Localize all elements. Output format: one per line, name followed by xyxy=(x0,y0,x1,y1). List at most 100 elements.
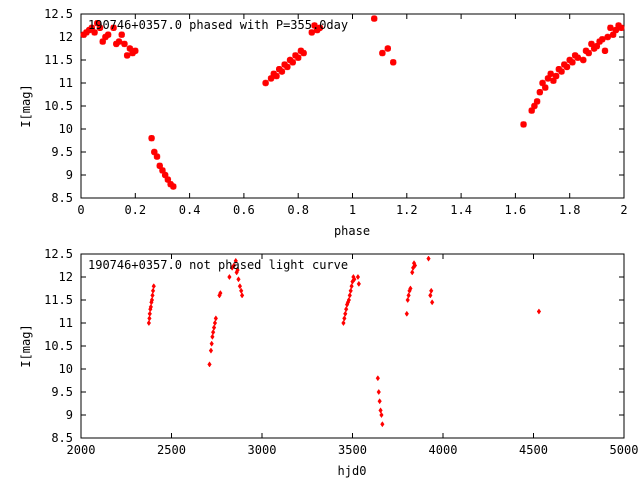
data-points xyxy=(146,255,542,428)
data-point xyxy=(83,29,90,36)
data-point xyxy=(428,292,433,299)
data-point xyxy=(235,267,240,274)
data-point xyxy=(126,45,134,52)
data-point xyxy=(167,181,174,188)
x-tick-label: 0.2 xyxy=(124,203,146,217)
y-tick-label: 12.5 xyxy=(44,247,73,261)
data-point xyxy=(150,292,155,299)
data-point xyxy=(314,26,321,34)
data-point xyxy=(612,26,620,34)
data-point xyxy=(585,49,592,57)
data-point xyxy=(281,61,288,68)
data-point xyxy=(601,47,609,54)
y-axis-label: I[mag] xyxy=(19,84,33,127)
data-point xyxy=(170,183,177,190)
data-point xyxy=(352,276,357,283)
data-point xyxy=(596,38,603,45)
data-point xyxy=(552,72,560,80)
data-point xyxy=(604,33,611,41)
data-point xyxy=(379,411,384,419)
data-point xyxy=(542,84,549,91)
x-tick-label: 0.6 xyxy=(233,203,255,217)
data-point xyxy=(408,285,413,292)
data-point xyxy=(148,135,155,142)
data-point xyxy=(355,273,361,281)
data-point xyxy=(227,273,232,281)
data-point xyxy=(211,329,216,336)
data-point xyxy=(618,24,625,31)
data-point xyxy=(356,280,361,287)
y-tick-label: 11.5 xyxy=(44,293,73,307)
data-point xyxy=(231,262,237,269)
data-point xyxy=(582,47,590,54)
data-point xyxy=(96,24,104,31)
data-point xyxy=(284,63,291,71)
data-point xyxy=(569,59,576,66)
data-point xyxy=(151,148,158,156)
y-tick-labels: 8.5 9 9.5 10 10.5 11 11.5 12 12.5 xyxy=(44,247,73,445)
x-tick-label: 3500 xyxy=(338,443,367,457)
y-tick-label: 12.5 xyxy=(44,7,73,21)
data-point xyxy=(375,375,380,382)
y-tick-label: 10 xyxy=(59,122,73,136)
ticks xyxy=(80,253,625,439)
y-tick-label: 10 xyxy=(59,362,73,376)
data-point xyxy=(262,79,269,87)
data-point xyxy=(341,319,346,327)
y-tick-label: 11 xyxy=(59,316,73,330)
y-tick-label: 11 xyxy=(59,76,73,90)
x-tick-label: 3000 xyxy=(248,443,277,457)
data-point xyxy=(286,56,294,64)
data-points xyxy=(80,15,625,190)
x-tick-label: 1.2 xyxy=(396,203,418,217)
data-point xyxy=(348,287,353,294)
x-tick-label: 1.6 xyxy=(505,203,527,217)
data-point xyxy=(590,45,598,52)
data-point xyxy=(156,162,163,169)
data-point xyxy=(609,31,617,38)
y-tick-label: 9 xyxy=(66,168,73,182)
data-point xyxy=(209,340,214,347)
data-point xyxy=(149,296,155,304)
data-point xyxy=(371,15,378,22)
y-tick-label: 12 xyxy=(59,30,73,44)
data-point xyxy=(147,310,152,317)
data-point xyxy=(379,49,386,57)
data-point xyxy=(211,324,217,331)
data-point xyxy=(102,33,109,41)
x-tick-label: 2000 xyxy=(67,443,96,457)
y-tick-label: 8.5 xyxy=(51,191,73,205)
data-point xyxy=(376,388,381,396)
data-point xyxy=(536,89,544,96)
data-point xyxy=(113,40,120,48)
data-point xyxy=(580,56,587,64)
data-point xyxy=(161,171,169,179)
data-point xyxy=(412,262,418,269)
data-point xyxy=(118,31,125,38)
data-point xyxy=(239,287,244,294)
x-tick-label: 1 xyxy=(349,203,356,217)
data-point xyxy=(292,52,299,59)
data-point xyxy=(146,319,152,327)
x-tick-label: 4500 xyxy=(519,443,548,457)
data-point xyxy=(349,283,354,290)
data-point xyxy=(342,315,347,322)
y-tick-label: 10.5 xyxy=(44,339,73,353)
data-point xyxy=(405,296,410,304)
data-point xyxy=(536,308,542,315)
data-point xyxy=(91,29,98,36)
x-axis-label: phase xyxy=(334,224,370,238)
data-point xyxy=(380,421,385,428)
data-point xyxy=(300,49,307,57)
data-point xyxy=(297,47,305,54)
x-tick-label: 2500 xyxy=(157,443,186,457)
data-point xyxy=(289,59,296,66)
data-point xyxy=(316,24,324,31)
data-point xyxy=(566,56,573,64)
x-tick-label: 0.8 xyxy=(287,203,309,217)
y-tick-label: 10.5 xyxy=(44,99,73,113)
data-point xyxy=(110,24,117,31)
data-point xyxy=(561,61,568,68)
